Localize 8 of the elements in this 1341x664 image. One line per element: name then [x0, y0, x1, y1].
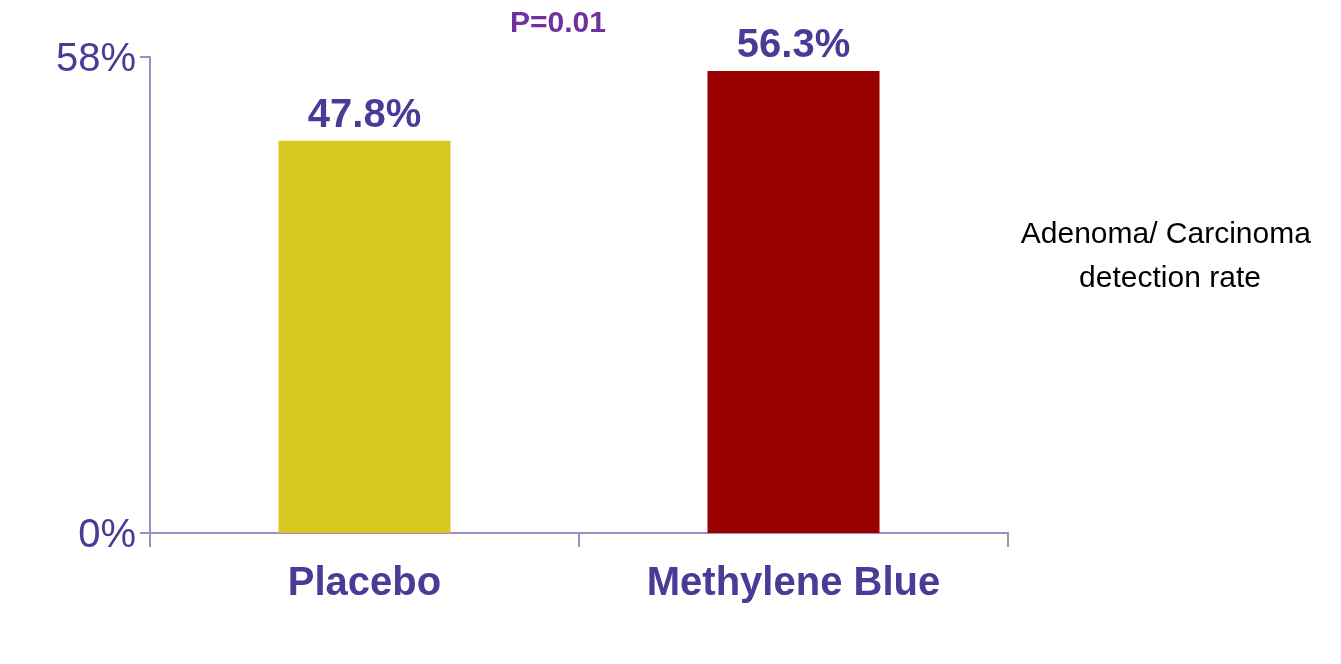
y-tick-label: 58% — [55, 35, 136, 79]
x-tick-label: Placebo — [287, 559, 442, 603]
data-label: 56.3% — [736, 20, 851, 65]
y-tick-label: 0% — [78, 511, 136, 555]
y-axis-title: Adenoma/ Carcinoma detection rate — [1020, 215, 1320, 293]
text: P=0.01 — [510, 4, 606, 38]
x-tick-label: Methylene Blue — [646, 559, 941, 603]
data-label: 47.8% — [307, 90, 422, 135]
